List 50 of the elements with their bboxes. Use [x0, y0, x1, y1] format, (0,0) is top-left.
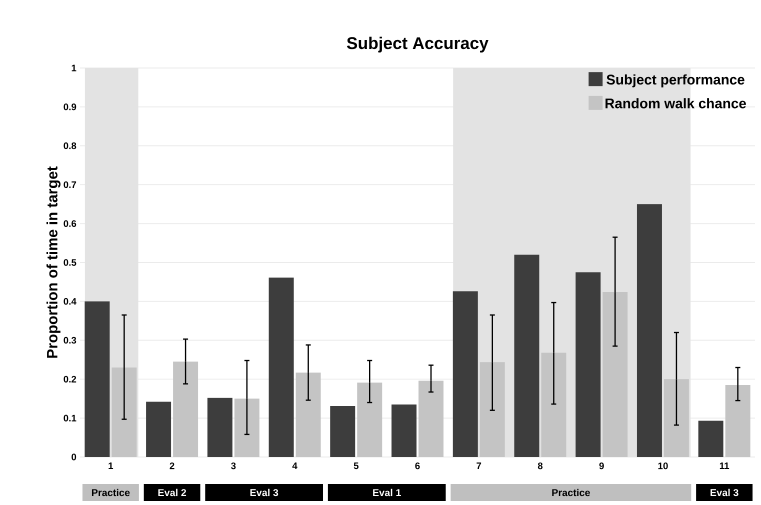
y-tick-label: 0.1 [64, 414, 76, 422]
x-tick-label: 5 [354, 462, 359, 470]
x-tick-label: 3 [231, 462, 236, 470]
text: Eval 3 [710, 488, 738, 496]
bar [576, 272, 601, 457]
bar [698, 420, 724, 457]
bar [207, 398, 232, 457]
text: Eval 3 [250, 488, 278, 496]
y-tick-label: 0.6 [64, 220, 76, 227]
x-tick-label: 10 [658, 462, 668, 470]
bar [146, 402, 172, 457]
y-tick-label: 0.3 [64, 336, 76, 344]
legend-label: Subject performance [606, 74, 744, 88]
text: Eval 2 [158, 488, 186, 496]
y-tick-label: 0.2 [64, 376, 76, 383]
y-tick-label: 1 [72, 64, 76, 72]
chart-title: Subject Accuracy [346, 36, 488, 52]
bar [452, 291, 478, 457]
bar [330, 406, 356, 457]
bar [392, 404, 417, 457]
y-tick-label: 0.5 [64, 259, 76, 266]
bar [418, 380, 444, 457]
bar [636, 204, 662, 457]
text: Practice [552, 488, 590, 496]
bar [541, 352, 566, 457]
x-tick-label: 6 [415, 462, 420, 470]
bar [602, 292, 628, 457]
x-tick-label: 7 [476, 462, 482, 470]
y-tick-label: 0.9 [64, 104, 76, 110]
y-axis-title: Proportion of time in target [46, 166, 60, 358]
x-tick-label: 4 [292, 462, 298, 470]
bar [296, 372, 321, 457]
x-tick-label: 8 [538, 462, 543, 470]
y-tick-label: 0.4 [64, 298, 76, 305]
bar [725, 385, 750, 457]
text: Eval 1 [373, 488, 401, 496]
text: Practice [92, 488, 130, 496]
x-tick-label: 9 [599, 462, 604, 470]
y-tick-label: 0.8 [64, 142, 76, 150]
x-tick-label: 1 [108, 462, 114, 470]
bar [84, 301, 110, 457]
bar [357, 382, 382, 457]
bar [268, 278, 294, 457]
x-tick-label: 2 [170, 462, 174, 470]
y-tick-label: 0.7 [64, 181, 76, 188]
bar [514, 254, 540, 457]
x-tick-label: 11 [720, 462, 730, 470]
legend-label: Random walk chance [606, 98, 746, 108]
y-tick-label: 0 [72, 454, 76, 460]
bar [173, 362, 198, 457]
